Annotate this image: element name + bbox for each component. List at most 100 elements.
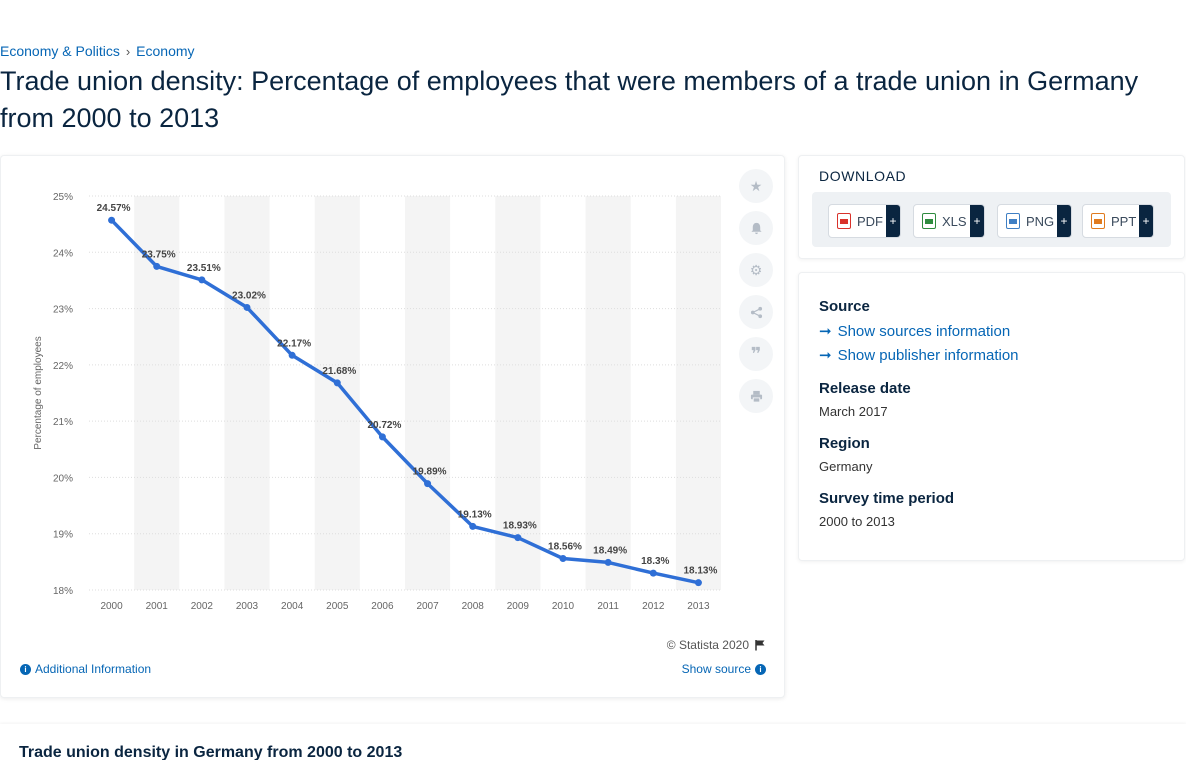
data-point xyxy=(153,262,161,270)
show-publisher-link[interactable]: ➞ Show publisher information xyxy=(819,346,1019,365)
plus-icon: + xyxy=(970,205,984,237)
plus-icon: + xyxy=(1139,205,1153,237)
png-file-icon xyxy=(1006,213,1020,229)
gear-icon: ⚙ xyxy=(749,261,763,278)
show-source-link[interactable]: Show source i xyxy=(682,662,766,676)
breadcrumb: Economy & Politics › Economy xyxy=(0,43,195,59)
print-icon xyxy=(750,390,762,403)
column-band xyxy=(314,196,360,590)
data-label: 18.13% xyxy=(683,566,717,577)
breadcrumb-economy-politics[interactable]: Economy & Politics xyxy=(0,43,120,59)
show-sources-link[interactable]: ➞ Show sources information xyxy=(819,322,1010,341)
data-point xyxy=(378,433,386,441)
star-icon: ★ xyxy=(749,177,763,194)
x-tick-label: 2007 xyxy=(416,601,439,612)
column-band xyxy=(585,196,631,590)
series-line xyxy=(109,218,701,585)
additional-information-label: Additional Information xyxy=(35,662,152,676)
data-label: 19.89% xyxy=(413,467,447,478)
column-band xyxy=(134,196,180,590)
breadcrumb-separator: › xyxy=(125,43,131,59)
data-label: 23.75% xyxy=(142,249,176,260)
page-title: Trade union density: Percentage of emplo… xyxy=(0,66,1139,133)
x-tick-label: 2010 xyxy=(552,601,575,612)
data-label: 22.17% xyxy=(277,338,311,349)
show-source-label: Show source xyxy=(681,662,751,676)
y-tick-label: 20% xyxy=(53,473,73,484)
region-heading: Region xyxy=(819,435,870,452)
show-publisher-label: Show publisher information xyxy=(837,346,1019,364)
favorite-button[interactable]: ★ xyxy=(739,169,773,203)
x-tick-label: 2009 xyxy=(507,601,530,612)
data-label: 23.51% xyxy=(187,263,221,274)
data-label: 18.3% xyxy=(641,556,669,567)
survey-period-heading: Survey time period xyxy=(819,490,955,507)
y-tick-label: 19% xyxy=(53,530,73,541)
region-value: Germany xyxy=(819,459,873,474)
release-date-value: March 2017 xyxy=(819,404,888,419)
download-png-button[interactable]: PNG + xyxy=(997,204,1072,238)
data-point xyxy=(694,579,702,587)
line-chart: 18% 19% 20% 21% 22% 23% 24% 25% 2000 2001 2002 2003… xyxy=(33,192,721,612)
info-icon: i xyxy=(20,663,31,675)
data-label: 21.68% xyxy=(322,366,356,377)
column-band xyxy=(405,196,451,590)
column-band xyxy=(675,196,721,590)
png-label: PNG xyxy=(1026,213,1055,229)
arrow-right-icon: ➞ xyxy=(819,347,832,364)
share-button[interactable] xyxy=(739,295,773,329)
chart-card: 18% 19% 20% 21% 22% 23% 24% 25% 2000 2001 2002 2003… xyxy=(0,155,785,698)
xls-label: XLS xyxy=(942,213,967,229)
x-tick-label: 2006 xyxy=(371,601,394,612)
plus-icon: + xyxy=(886,205,900,237)
y-tick-label: 23% xyxy=(53,305,73,316)
x-tick-label: 2012 xyxy=(642,601,665,612)
data-label: 24.57% xyxy=(97,203,131,214)
xls-file-icon xyxy=(922,213,936,229)
download-ppt-button[interactable]: PPT + xyxy=(1082,204,1154,238)
ppt-file-icon xyxy=(1091,213,1105,229)
data-point xyxy=(198,276,206,284)
x-tick-label: 2005 xyxy=(326,601,349,612)
print-button[interactable] xyxy=(739,379,773,413)
download-buttons: PDF + XLS + PNG + PPT + xyxy=(812,192,1171,247)
y-tick-label: 24% xyxy=(53,248,73,259)
flag-icon[interactable] xyxy=(754,639,766,651)
statistic-details-card: Source ➞ Show sources information ➞ Show… xyxy=(798,272,1185,561)
survey-period-value: 2000 to 2013 xyxy=(819,514,895,529)
ppt-label: PPT xyxy=(1111,213,1137,229)
x-tick-label: 2008 xyxy=(462,601,485,612)
column-band xyxy=(495,196,541,590)
column-band xyxy=(224,196,270,590)
notification-button[interactable] xyxy=(739,211,773,245)
download-pdf-button[interactable]: PDF + xyxy=(828,204,901,238)
cite-button[interactable]: ❞ xyxy=(739,337,773,371)
data-point xyxy=(108,216,116,224)
download-card: DOWNLOAD PDF + XLS + PNG + PPT + xyxy=(798,155,1185,259)
data-point xyxy=(649,569,657,577)
x-tick-label: 2001 xyxy=(146,601,169,612)
pdf-label: PDF xyxy=(857,213,883,229)
release-date-heading: Release date xyxy=(819,380,911,397)
y-tick-label: 21% xyxy=(53,417,73,428)
x-tick-label: 2002 xyxy=(191,601,214,612)
x-tick-label: 2000 xyxy=(100,601,123,612)
data-point xyxy=(604,558,612,566)
y-tick-label: 22% xyxy=(53,361,73,372)
download-title: DOWNLOAD xyxy=(819,168,907,184)
data-point xyxy=(469,522,477,530)
data-point xyxy=(243,303,251,311)
download-xls-button[interactable]: XLS + xyxy=(913,204,985,238)
y-tick-label: 18% xyxy=(53,586,73,597)
x-tick-label: 2004 xyxy=(281,601,304,612)
additional-information-link[interactable]: i Additional Information xyxy=(20,662,151,676)
x-tick-label: 2003 xyxy=(236,601,259,612)
data-point xyxy=(514,534,522,542)
source-heading: Source xyxy=(819,298,870,315)
data-label: 23.02% xyxy=(232,290,266,301)
data-label: 18.56% xyxy=(548,541,582,552)
breadcrumb-economy[interactable]: Economy xyxy=(136,43,195,59)
settings-button[interactable]: ⚙ xyxy=(739,253,773,287)
y-tick-label: 25% xyxy=(53,192,73,203)
plus-icon: + xyxy=(1057,205,1071,237)
